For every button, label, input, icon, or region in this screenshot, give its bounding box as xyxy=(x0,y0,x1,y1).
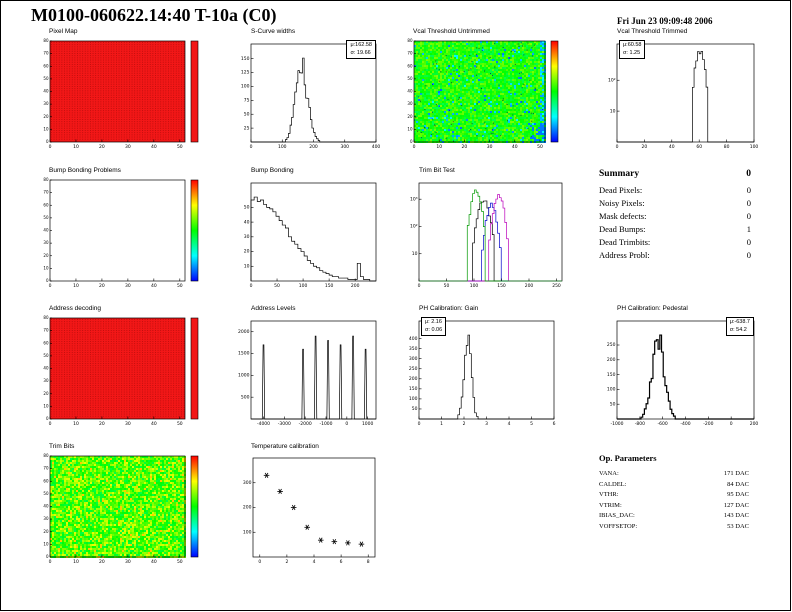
op-parameter-value: 95 DAC xyxy=(727,491,749,498)
summary-value: 1 xyxy=(746,224,751,234)
summary-value: 0 xyxy=(746,211,751,221)
op-parameter-row: VANA: 171 DAC xyxy=(599,469,749,480)
summary-header: Summary 0 xyxy=(599,169,751,179)
op-parameter-label: VANA: xyxy=(599,470,619,477)
stat-mu-line: μ:-638.7 xyxy=(729,319,750,325)
summary-label: Dead Pixels: xyxy=(599,185,643,195)
scurve-widths-panel: S-Curve widths μ:162.58 σ: 19.66 xyxy=(231,28,381,155)
op-parameter-row: VTHR: 95 DAC xyxy=(599,490,749,501)
address-levels-title: Address Levels xyxy=(251,305,296,312)
scurve-widths-title: S-Curve widths xyxy=(251,28,296,35)
bump-problems-title: Bump Bonding Problems xyxy=(49,167,121,174)
stat-sigma-line: σ: 54.2 xyxy=(729,326,747,333)
summary-value: 0 xyxy=(746,185,751,195)
bump-bonding-canvas xyxy=(231,176,381,294)
op-parameter-row: IBIAS_DAC: 143 DAC xyxy=(599,511,749,522)
stat-sigma-line: σ: 0.06 xyxy=(425,326,443,333)
op-parameter-value: 127 DAC xyxy=(723,501,749,509)
temp-cal-title: Temperature calibration xyxy=(251,443,319,450)
ph-gain-stats-box: μ: 2.16 σ: 0.06 xyxy=(421,317,447,337)
address-levels-panel: Address Levels xyxy=(231,305,381,432)
trim-bit-test-canvas xyxy=(399,176,567,294)
stat-mu-line: μ:162.58 xyxy=(350,42,372,48)
address-decoding-title: Address decoding xyxy=(49,305,102,312)
op-parameters-panel: Op. Parameters VANA: 171 DAC CALDEL: 84 … xyxy=(599,453,749,532)
temp-cal-canvas xyxy=(231,452,381,570)
op-parameter-row: VTRIM: 127 DAC xyxy=(599,501,749,512)
summary-label: Mask defects: xyxy=(599,211,647,221)
address-levels-canvas xyxy=(231,314,381,432)
op-parameter-row: CALDEL: 84 DAC xyxy=(599,480,749,491)
stat-sigma-line: σ: 1.25 xyxy=(623,49,641,56)
op-parameter-label: VTHR: xyxy=(599,491,619,498)
address-decoding-panel: Address decoding xyxy=(35,305,213,432)
trim-bits-canvas xyxy=(35,452,213,570)
op-parameter-label: VOFFSETOP: xyxy=(599,522,638,530)
summary-row: Address Probl: 0 xyxy=(599,249,751,262)
summary-row: Dead Pixels: 0 xyxy=(599,184,751,197)
trim-bits-title: Trim Bits xyxy=(49,443,75,450)
vcal-untrimmed-panel: Vcal Threshold Untrimmed xyxy=(399,28,573,155)
summary-row: Mask defects: 0 xyxy=(599,210,751,223)
vcal-trimmed-stats-box: μ:60.58 σ: 1.25 xyxy=(619,40,646,60)
stat-mu-line: μ:60.58 xyxy=(623,42,642,48)
bump-bonding-panel: Bump Bonding xyxy=(231,167,381,294)
trim-bit-test-panel: Trim Bit Test xyxy=(399,167,567,294)
summary-label: Dead Trimbits: xyxy=(599,237,651,247)
pixel-map-title: Pixel Map xyxy=(49,28,78,35)
summary-label: Noisy Pixels: xyxy=(599,198,645,208)
summary-title: Summary xyxy=(599,169,640,179)
address-decoding-canvas xyxy=(35,314,213,432)
op-parameter-label: IBIAS_DAC: xyxy=(599,512,635,519)
op-parameter-value: 53 DAC xyxy=(727,522,749,530)
summary-value: 0 xyxy=(746,198,751,208)
op-parameter-row: VOFFSETOP: 53 DAC xyxy=(599,522,749,533)
page-title: M0100-060622.14:40 T-10a (C0) xyxy=(31,5,277,25)
ph-pedestal-panel: PH Calibration: Pedestal μ:-638.7 σ: 54.… xyxy=(597,305,759,432)
summary-total: 0 xyxy=(746,169,751,179)
summary-label: Dead Bumps: xyxy=(599,224,646,234)
summary-value: 0 xyxy=(746,237,751,247)
stat-mu-line: μ: 2.16 xyxy=(425,319,442,325)
op-parameter-value: 84 DAC xyxy=(727,480,749,488)
summary-panel: Summary 0 Dead Pixels: 0 Noisy Pixels: 0… xyxy=(599,169,751,262)
summary-value: 0 xyxy=(746,250,751,260)
trim-bits-panel: Trim Bits xyxy=(35,443,213,570)
summary-label: Address Probl: xyxy=(599,250,650,260)
stat-sigma-line: σ: 19.66 xyxy=(350,49,371,56)
bump-problems-panel: Bump Bonding Problems xyxy=(35,167,213,294)
pixel-map-panel: Pixel Map xyxy=(35,28,213,155)
bump-bonding-title: Bump Bonding xyxy=(251,167,294,174)
ph-pedestal-stats-box: μ:-638.7 σ: 54.2 xyxy=(725,317,754,337)
op-parameters-title: Op. Parameters xyxy=(599,453,657,463)
scurve-widths-stats-box: μ:162.58 σ: 19.66 xyxy=(346,40,376,60)
ph-gain-panel: PH Calibration: Gain μ: 2.16 σ: 0.06 xyxy=(399,305,559,432)
temp-cal-panel: Temperature calibration xyxy=(231,443,381,570)
trim-bit-test-title: Trim Bit Test xyxy=(419,167,455,174)
op-parameter-value: 171 DAC xyxy=(723,470,749,477)
op-parameter-label: CALDEL: xyxy=(599,480,627,488)
summary-row: Dead Bumps: 1 xyxy=(599,223,751,236)
summary-row: Noisy Pixels: 0 xyxy=(599,197,751,210)
ph-pedestal-title: PH Calibration: Pedestal xyxy=(617,305,688,312)
vcal-trimmed-title: Vcal Threshold Trimmed xyxy=(617,28,688,35)
pixel-map-canvas xyxy=(35,37,213,155)
bump-problems-canvas xyxy=(35,176,213,294)
ph-gain-title: PH Calibration: Gain xyxy=(419,305,479,312)
vcal-untrimmed-title: Vcal Threshold Untrimmed xyxy=(413,28,490,35)
report-date: Fri Jun 23 09:09:48 2006 xyxy=(617,16,713,26)
op-parameter-label: VTRIM: xyxy=(599,501,622,509)
op-parameter-value: 143 DAC xyxy=(723,512,749,519)
vcal-untrimmed-canvas xyxy=(399,37,573,155)
vcal-trimmed-panel: Vcal Threshold Trimmed μ:60.58 σ: 1.25 xyxy=(597,28,759,155)
summary-row: Dead Trimbits: 0 xyxy=(599,236,751,249)
